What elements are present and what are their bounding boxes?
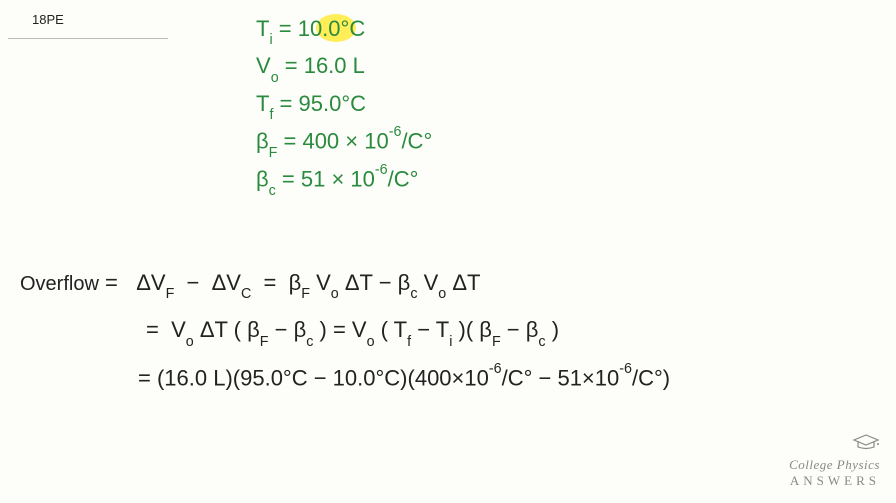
given-beta-container: βc = 51 × 10-6/C° xyxy=(256,166,432,196)
given-initial-temp: Ti = 10.0°C xyxy=(256,16,432,45)
overflow-equation-line3: = (16.0 L)(95.0°C − 10.0°C)(400×10-6/C° … xyxy=(138,365,876,391)
logo-title: College Physics xyxy=(789,457,880,473)
overflow-label: Overflow xyxy=(20,273,99,295)
divider-line xyxy=(8,38,168,39)
given-beta-fluid: βF = 400 × 10-6/C° xyxy=(256,128,432,158)
graduation-cap-icon xyxy=(789,433,880,455)
equation-part-1: = ΔVF − ΔVC = βF Vo ΔT − βc Vo ΔT xyxy=(99,270,481,295)
given-initial-volume: Vo = 16.0 L xyxy=(256,53,432,82)
logo-subtitle: ANSWERS xyxy=(789,473,880,489)
given-final-temp: Tf = 95.0°C xyxy=(256,91,432,120)
overflow-equation-line2: = Vo ΔT ( βF − βc ) = Vo ( Tf − Ti )( βF… xyxy=(146,317,876,346)
given-values-block: Ti = 10.0°C Vo = 16.0 L Tf = 95.0°C βF =… xyxy=(256,16,432,204)
overflow-equation-line1: Overflow = ΔVF − ΔVC = βF Vo ΔT − βc Vo … xyxy=(20,270,876,299)
solution-work-block: Overflow = ΔVF − ΔVC = βF Vo ΔT − βc Vo … xyxy=(20,270,876,409)
brand-logo: College Physics ANSWERS xyxy=(789,433,880,489)
problem-number: 18PE xyxy=(32,12,64,27)
